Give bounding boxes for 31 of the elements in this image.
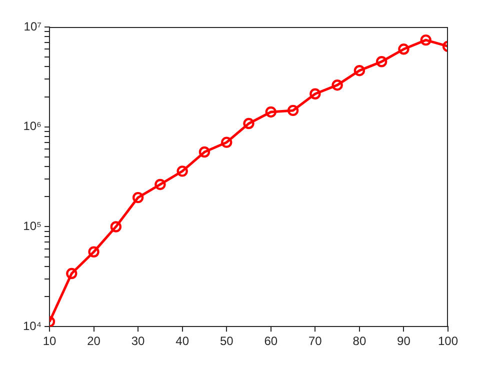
x-tick-label: 100	[438, 334, 458, 348]
x-tick-label: 10	[42, 334, 56, 348]
point	[221, 136, 232, 148]
point	[332, 79, 343, 91]
x-tick-label: 40	[176, 334, 190, 348]
x-tick-label: 90	[397, 334, 411, 348]
y-tick-label: 10⁴	[22, 318, 42, 333]
y-tick-label: 10⁵	[23, 219, 42, 234]
x-tick-label: 20	[87, 334, 101, 348]
point	[354, 64, 366, 76]
point	[376, 56, 388, 68]
point	[265, 106, 276, 118]
point	[88, 246, 100, 258]
point	[420, 34, 432, 46]
x-tick-label: 60	[264, 334, 278, 348]
point	[398, 44, 410, 55]
y-tick-label: 10⁶	[23, 119, 42, 134]
point	[66, 268, 78, 280]
x-tick-label: 70	[308, 334, 322, 348]
x-tick-label: 30	[131, 334, 146, 348]
x-tick-label: 80	[352, 334, 366, 348]
point	[198, 146, 210, 158]
x-tick-label: 50	[220, 334, 234, 348]
point	[287, 104, 299, 116]
point	[176, 166, 188, 177]
y-tick-label: 10⁷	[24, 19, 42, 34]
point	[110, 221, 122, 232]
point	[243, 118, 254, 130]
point	[310, 88, 321, 100]
point	[154, 178, 166, 190]
point	[132, 192, 144, 204]
